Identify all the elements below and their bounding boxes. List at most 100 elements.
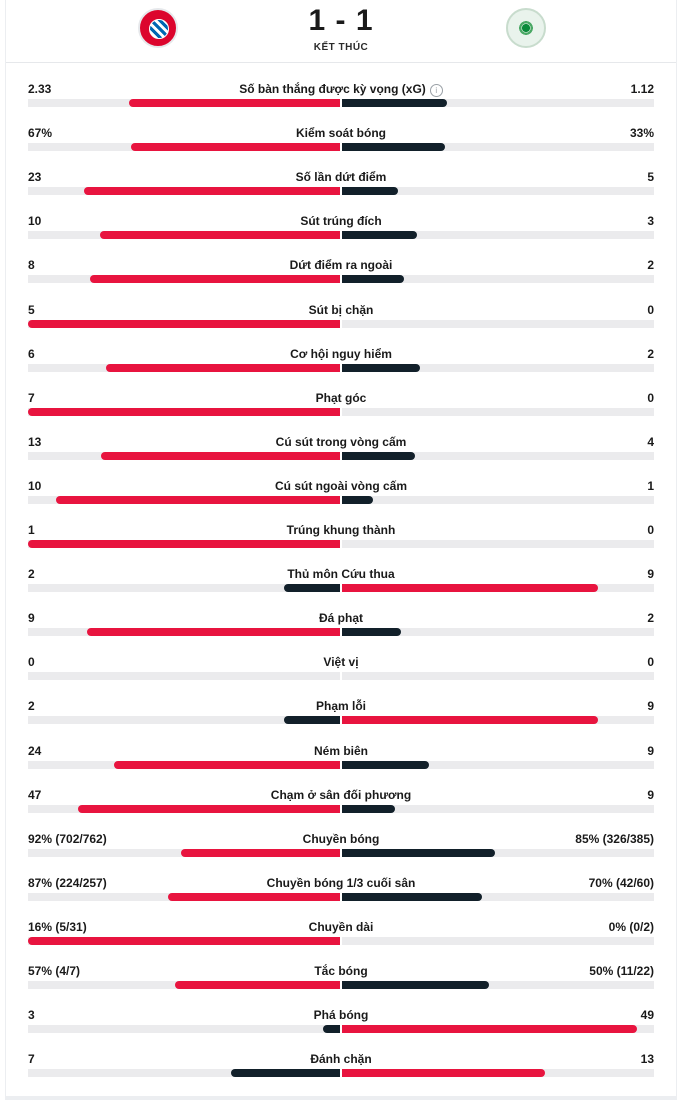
home-stat-track xyxy=(28,143,340,152)
stat-label-text: Cú sút trong vòng cấm xyxy=(275,434,407,449)
stat-label: Đánh chặn xyxy=(6,1052,676,1066)
away-stat-value: 49 xyxy=(640,1008,654,1023)
stat-row: 16% (5/31) Chuyền dài 0% (0/2) xyxy=(6,900,676,945)
home-stat-value: 92% (702/762) xyxy=(28,831,107,846)
away-stat-bar xyxy=(342,848,495,857)
away-stat-bar xyxy=(342,99,447,107)
away-stat-track xyxy=(342,584,654,593)
away-stat-track xyxy=(342,187,654,196)
home-stat-bar xyxy=(231,1069,340,1078)
stat-row: 6 Cơ hội nguy hiểm 2 xyxy=(6,327,676,372)
home-stat-value: 8 xyxy=(28,258,35,273)
stat-row: 5 Sút bị chặn 0 xyxy=(6,283,676,328)
home-stat-track xyxy=(28,1025,340,1034)
home-stat-value: 6 xyxy=(28,346,35,361)
home-stat-value: 2 xyxy=(28,567,35,582)
away-stat-bar xyxy=(342,363,420,372)
home-stat-bar xyxy=(175,981,340,989)
away-stat-value: 9 xyxy=(647,787,654,802)
stat-label-text: Sút bị chặn xyxy=(308,302,374,317)
away-stat-track xyxy=(342,716,654,725)
match-score: 1 - 1 xyxy=(308,4,374,37)
away-stat-bar xyxy=(342,716,598,725)
stat-row: 23 Số lần dứt điểm 5 xyxy=(6,150,676,196)
home-stat-bar xyxy=(101,451,340,460)
home-stat-track xyxy=(28,99,340,107)
home-stat-track xyxy=(28,187,340,196)
stat-label: Chuyền bóng xyxy=(6,832,676,846)
home-stat-value: 0 xyxy=(28,655,35,670)
away-stat-value: 2 xyxy=(647,346,654,361)
home-stat-bar xyxy=(168,892,340,901)
home-stat-value: 7 xyxy=(28,1052,35,1067)
stat-label: Kiểm soát bóng xyxy=(6,126,676,140)
stat-row: 2 Phạm lỗi 9 xyxy=(6,679,676,725)
away-stat-bar xyxy=(342,1069,545,1078)
home-stat-value: 7 xyxy=(28,390,35,405)
away-stat-track xyxy=(342,407,654,416)
away-stat-value: 85% (326/385) xyxy=(575,831,654,846)
away-stat-value: 2 xyxy=(647,258,654,273)
stat-label: Thủ môn Cứu thua xyxy=(6,567,676,581)
stat-label: Trúng khung thành xyxy=(6,523,676,537)
away-stat-value: 3 xyxy=(647,214,654,229)
away-stat-track xyxy=(342,99,654,107)
home-stat-bar xyxy=(28,540,340,548)
bayern-munich-crest-icon[interactable] xyxy=(138,8,178,48)
stat-row: 24 Ném biên 9 xyxy=(6,724,676,769)
away-stat-value: 50% (11/22) xyxy=(589,964,654,978)
away-stat-value: 1.12 xyxy=(630,82,654,96)
home-stat-bar xyxy=(28,319,340,328)
home-stat-bar xyxy=(28,936,340,945)
away-stat-track xyxy=(342,628,654,637)
match-header: 1 - 1 KẾT THÚC xyxy=(6,0,676,63)
home-stat-bar xyxy=(323,1025,340,1034)
stat-label-text: Phá bóng xyxy=(313,1008,369,1023)
stat-row: 47 Chạm ở sân đối phương 9 xyxy=(6,768,676,813)
home-stat-bar xyxy=(100,231,340,240)
home-stat-value: 5 xyxy=(28,302,35,317)
celtic-crest-icon[interactable] xyxy=(506,8,546,48)
away-stat-bar xyxy=(342,187,398,196)
away-stat-track xyxy=(342,1025,654,1034)
away-stat-bar xyxy=(342,892,482,901)
away-stat-value: 9 xyxy=(647,567,654,582)
away-stat-value: 9 xyxy=(647,699,654,714)
stat-label: Cú sút ngoài vòng cấm xyxy=(6,479,676,493)
away-stat-track xyxy=(342,363,654,372)
home-stat-value: 87% (224/257) xyxy=(28,875,107,890)
stat-label: Phạt góc xyxy=(6,391,676,405)
home-stat-bar xyxy=(78,804,340,813)
away-stat-track xyxy=(342,319,654,328)
away-stat-value: 0 xyxy=(647,390,654,405)
away-stat-value: 4 xyxy=(647,434,654,449)
away-stat-track xyxy=(342,495,654,504)
away-stat-bar xyxy=(342,451,415,460)
stat-row: 8 Dứt điểm ra ngoài 2 xyxy=(6,238,676,284)
stat-row: 57% (4/7) Tắc bóng 50% (11/22) xyxy=(6,944,676,989)
home-stat-track xyxy=(28,319,340,328)
home-stat-track xyxy=(28,848,340,857)
away-stat-track xyxy=(342,275,654,284)
away-stat-track xyxy=(342,804,654,813)
home-stat-bar xyxy=(284,716,340,725)
home-stat-bar xyxy=(87,628,340,637)
stat-label: Phá bóng xyxy=(6,1008,676,1022)
info-icon[interactable]: i xyxy=(429,84,443,97)
home-stat-track xyxy=(28,495,340,504)
stat-row: 7 Đánh chặn 13 xyxy=(6,1032,676,1078)
away-stat-track xyxy=(342,231,654,240)
stat-label: Dứt điểm ra ngoài xyxy=(6,258,676,272)
away-stat-track xyxy=(342,892,654,901)
stat-label: Ném biên xyxy=(6,744,676,758)
away-stat-value: 1 xyxy=(647,478,654,493)
away-stat-value: 70% (42/60) xyxy=(588,875,654,890)
stat-label-text: Việt vị xyxy=(323,655,359,670)
home-stat-track xyxy=(28,760,340,769)
stat-label-text: Ném biên xyxy=(313,743,368,758)
away-stat-bar xyxy=(342,231,417,240)
stat-label: Việt vị xyxy=(6,655,676,669)
away-stat-value: 33% xyxy=(629,126,654,141)
home-stat-track xyxy=(28,275,340,284)
match-stats-card: 1 - 1 KẾT THÚC 2.33 Số bàn thắng được kỳ … xyxy=(5,0,677,1100)
